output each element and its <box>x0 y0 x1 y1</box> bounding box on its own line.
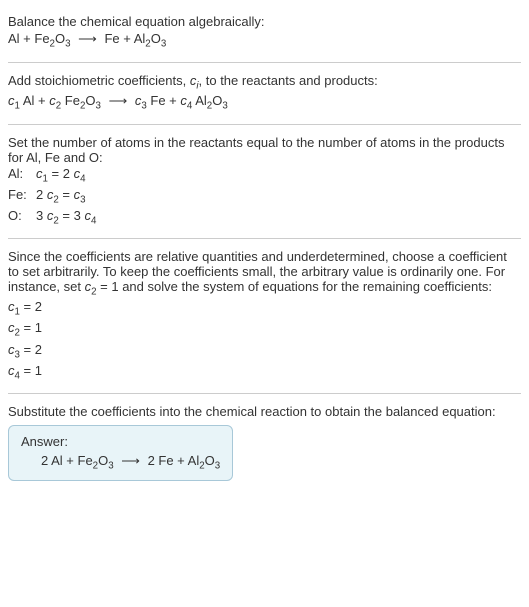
coefficient-row: c3 = 2 <box>8 341 521 362</box>
atom-equation-row: O:3 c2 = 3 c4 <box>8 207 521 228</box>
final-section: Substitute the coefficients into the che… <box>8 398 521 487</box>
atoms-section: Set the number of atoms in the reactants… <box>8 129 521 235</box>
divider <box>8 238 521 239</box>
coefficient-row: c4 = 1 <box>8 362 521 383</box>
final-text: Substitute the coefficients into the che… <box>8 404 521 419</box>
solve-section: Since the coefficients are relative quan… <box>8 243 521 389</box>
coefficient-row: c2 = 1 <box>8 319 521 340</box>
element-equation: 3 c2 = 3 c4 <box>36 207 96 228</box>
divider <box>8 393 521 394</box>
divider <box>8 62 521 63</box>
coefficient-row: c1 = 2 <box>8 298 521 319</box>
atoms-text: Set the number of atoms in the reactants… <box>8 135 521 165</box>
answer-label: Answer: <box>21 434 220 449</box>
answer-equation: 2 Al + Fe2O3 ⟶ 2 Fe + Al2O3 <box>21 453 220 472</box>
intro-section: Balance the chemical equation algebraica… <box>8 8 521 58</box>
element-label: Fe: <box>8 186 36 204</box>
solve-text: Since the coefficients are relative quan… <box>8 249 521 298</box>
atoms-equations: Al:c1 = 2 c4Fe:2 c2 = c3O:3 c2 = 3 c4 <box>8 165 521 229</box>
element-label: Al: <box>8 165 36 183</box>
intro-equation: Al + Fe2O3 ⟶ Fe + Al2O3 <box>8 29 521 52</box>
answer-box: Answer: 2 Al + Fe2O3 ⟶ 2 Fe + Al2O3 <box>8 425 233 481</box>
atom-equation-row: Al:c1 = 2 c4 <box>8 165 521 186</box>
stoich-equation: c1 Al + c2 Fe2O3 ⟶ c3 Fe + c4 Al2O3 <box>8 91 521 114</box>
divider <box>8 124 521 125</box>
intro-text: Balance the chemical equation algebraica… <box>8 14 521 29</box>
element-equation: c1 = 2 c4 <box>36 165 86 186</box>
element-equation: 2 c2 = c3 <box>36 186 86 207</box>
stoich-section: Add stoichiometric coefficients, ci, to … <box>8 67 521 120</box>
stoich-text: Add stoichiometric coefficients, ci, to … <box>8 73 521 92</box>
element-label: O: <box>8 207 36 225</box>
solve-equations: c1 = 2c2 = 1c3 = 2c4 = 1 <box>8 298 521 383</box>
atom-equation-row: Fe:2 c2 = c3 <box>8 186 521 207</box>
